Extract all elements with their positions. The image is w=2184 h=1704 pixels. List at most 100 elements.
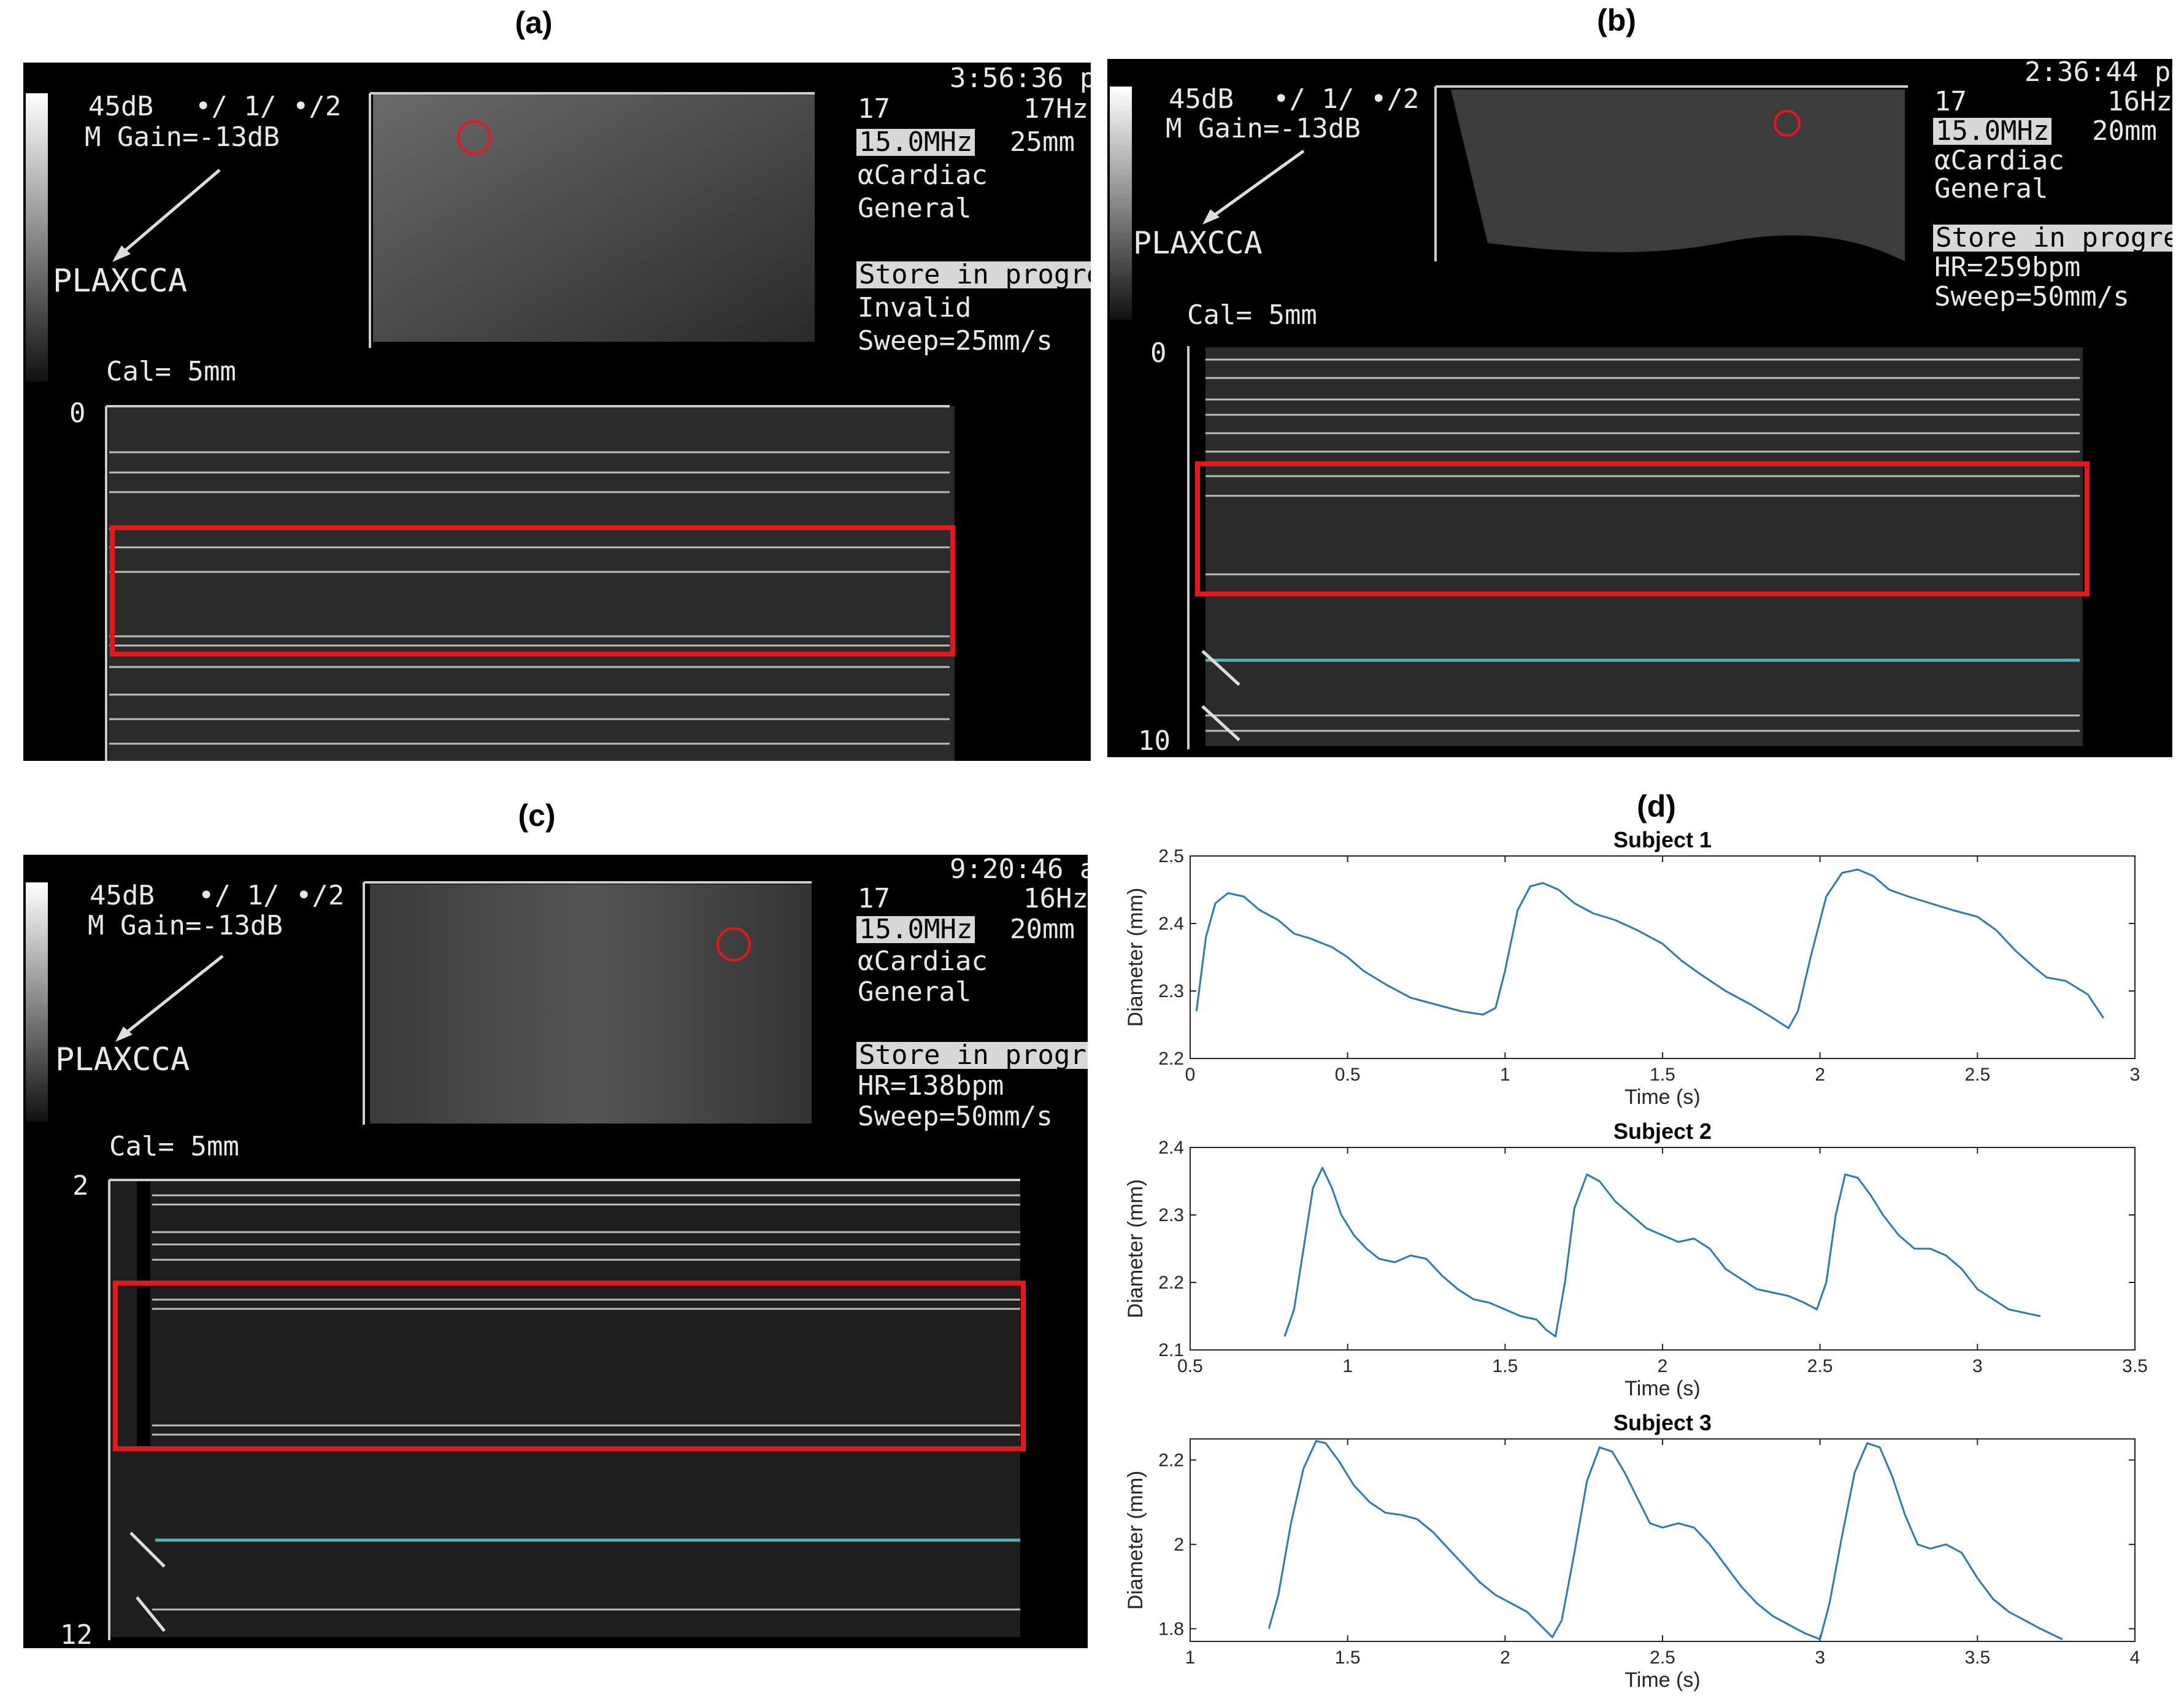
cal-readout: Cal= 5mm	[1187, 299, 1317, 331]
store-status: Store in progress	[1933, 225, 2172, 252]
x-tick-label: 3.5	[1964, 1648, 1990, 1668]
panel-label-c: (c)	[518, 798, 556, 833]
db-readout: 45dB	[88, 91, 153, 122]
depth-readout: 25mm	[1010, 126, 1075, 158]
panel-label-d: (d)	[1637, 789, 1676, 823]
frequency-readout: 15.0MHz	[1933, 118, 2052, 145]
y-axis-label: Diameter (mm)	[1124, 1179, 1147, 1319]
time-readout: 9:20:46 am	[950, 855, 1088, 885]
panel-label-b: (b)	[1597, 3, 1636, 37]
preset-readout: αCardiac	[1934, 145, 2064, 176]
grayscale-bar	[1110, 87, 1132, 320]
ultrasound-graphics-a	[26, 92, 955, 761]
x-tick-label: 3	[2130, 1065, 2140, 1085]
chart-title: Subject 1	[1613, 827, 1712, 852]
x-tick-label: 2.5	[1807, 1356, 1833, 1376]
mode-readout: General	[1934, 173, 2048, 204]
probe-label: PLAXCCA	[1133, 225, 1263, 261]
sweep-readout: Sweep=50mm/s	[1934, 281, 2129, 312]
plot-area	[1190, 1147, 2136, 1351]
ultrasound-panel-c: 45dB •/ 1/ •/2 M Gain=-13dB PLAXCCA 9:20…	[23, 855, 1088, 1648]
x-tick-label: 1	[1500, 1065, 1510, 1085]
chart-svg-subject-2: Subject 2 0.5 1 1.5 2 2.5 3 3.5 2.1 2.2 2.3 2.4 Time…	[1124, 1119, 2148, 1399]
status-readout: HR=259bpm	[1934, 252, 2081, 283]
settings-readout: •/ 1/ •/2	[195, 91, 342, 122]
sweep-readout: Sweep=50mm/s	[858, 1101, 1053, 1132]
x-tick-label: 4	[2130, 1648, 2140, 1668]
roi-circle	[1774, 110, 1801, 137]
store-status: Store in progress	[856, 1042, 1088, 1069]
x-tick-label: 1.5	[1492, 1356, 1518, 1376]
status-readout: HR=138bpm	[858, 1070, 1004, 1101]
x-tick-label: 3	[1815, 1648, 1825, 1668]
depth-readout: 20mm	[2092, 115, 2157, 147]
x-axis-label: Time (s)	[1625, 1377, 1700, 1399]
mode-readout: General	[858, 976, 972, 1008]
ultrasound-panel-a: 45dB •/ 1/ •/2 M Gain=-13dB PLAXCCA 3:56…	[23, 63, 1091, 761]
y-axis-label: Diameter (mm)	[1124, 888, 1147, 1027]
b-mode-image	[1451, 90, 1905, 261]
chart-subject-1: Subject 1 0 0.5 1 1.5 2 2.5 3 2.2 2.3 2.4 2.5 Time (…	[1117, 825, 2159, 1108]
time-readout: 2:36:44 pm	[2024, 59, 2172, 88]
mgain-readout: M Gain=-13dB	[85, 121, 280, 153]
time-readout: 3:56:36 pm	[950, 63, 1091, 94]
arrow-icon	[1201, 650, 1240, 686]
chart-title: Subject 3	[1613, 1410, 1712, 1435]
sweep-readout: Sweep=25mm/s	[858, 325, 1053, 357]
store-status: Store in progress	[856, 261, 1091, 288]
rate-readout: 16Hz	[2107, 86, 2172, 117]
y-tick-label: 1.8	[1158, 1619, 1184, 1639]
x-tick-label: 0.5	[1335, 1065, 1361, 1085]
arrow-icon	[114, 169, 221, 260]
x-tick-label: 0	[1185, 1065, 1196, 1085]
x-tick-label: 2.5	[1964, 1065, 1990, 1085]
x-axis-label: Time (s)	[1625, 1668, 1700, 1692]
ultrasound-graphics-b	[1110, 85, 2090, 749]
depth-readout: 20mm	[1010, 914, 1075, 945]
y-tick-label: 2.2	[1158, 1273, 1184, 1293]
y-tick-label: 2.4	[1158, 914, 1184, 934]
chart-subject-2: Subject 2 0.5 1 1.5 2 2.5 3 3.5 2.1 2.2 2.3 2.4 Time…	[1117, 1117, 2159, 1399]
probe-label: PLAXCCA	[53, 263, 188, 299]
b-mode-image	[370, 884, 812, 1124]
depth-top-label: 2	[72, 1170, 89, 1201]
x-tick-label: 1.5	[1650, 1065, 1675, 1085]
depth-top-label: 0	[1150, 337, 1167, 369]
roi-rectangle	[113, 1281, 1026, 1451]
grayscale-bar	[26, 93, 48, 382]
y-tick-label: 2.5	[1158, 846, 1184, 866]
x-tick-label: 2	[1500, 1648, 1510, 1668]
m-mode-trace	[108, 406, 955, 761]
ultrasound-panel-b: 45dB •/ 1/ •/2 M Gain=-13dB PLAXCCA 2:36…	[1107, 59, 2172, 757]
series-line	[1283, 1166, 2041, 1338]
x-tick-label: 2	[1658, 1356, 1668, 1376]
arrow-icon	[129, 1532, 166, 1568]
settings-readout: •/ 1/ •/2	[198, 880, 345, 911]
roi-rectangle	[110, 525, 955, 657]
status-readout: Invalid	[858, 292, 972, 323]
x-tick-label: 1	[1342, 1356, 1353, 1376]
m-mode-trace	[109, 1180, 1020, 1637]
chart-subject-3: Subject 3 1 1.5 2 2.5 3 3.5 4 1.8 2 2.2 Time (s) Dia…	[1117, 1408, 2159, 1697]
mode-readout: General	[858, 193, 972, 224]
frequency-readout: 15.0MHz	[856, 129, 975, 156]
x-tick-label: 3	[1972, 1356, 1983, 1376]
y-tick-label: 2.4	[1158, 1138, 1184, 1158]
depth-bottom-label: 10	[1138, 725, 1171, 757]
probe-label: PLAXCCA	[55, 1041, 190, 1078]
x-tick-label: 2.5	[1650, 1648, 1675, 1668]
chart-title: Subject 2	[1613, 1119, 1712, 1144]
grayscale-bar	[26, 882, 48, 1122]
m-mode-trace	[1205, 347, 2083, 746]
y-tick-label: 2.2	[1158, 1049, 1184, 1069]
rate-readout: 16Hz	[1023, 883, 1088, 914]
ultrasound-graphics-c	[26, 881, 1026, 1640]
roi-rectangle	[1195, 461, 2090, 596]
depth-top-label: 0	[69, 398, 86, 429]
mgain-readout: M Gain=-13dB	[88, 910, 283, 941]
x-tick-label: 2	[1815, 1065, 1825, 1085]
cal-readout: Cal= 5mm	[109, 1131, 239, 1162]
model-readout: 17	[858, 883, 890, 914]
y-tick-label: 2	[1174, 1535, 1184, 1555]
model-readout: 17	[1934, 86, 1967, 117]
